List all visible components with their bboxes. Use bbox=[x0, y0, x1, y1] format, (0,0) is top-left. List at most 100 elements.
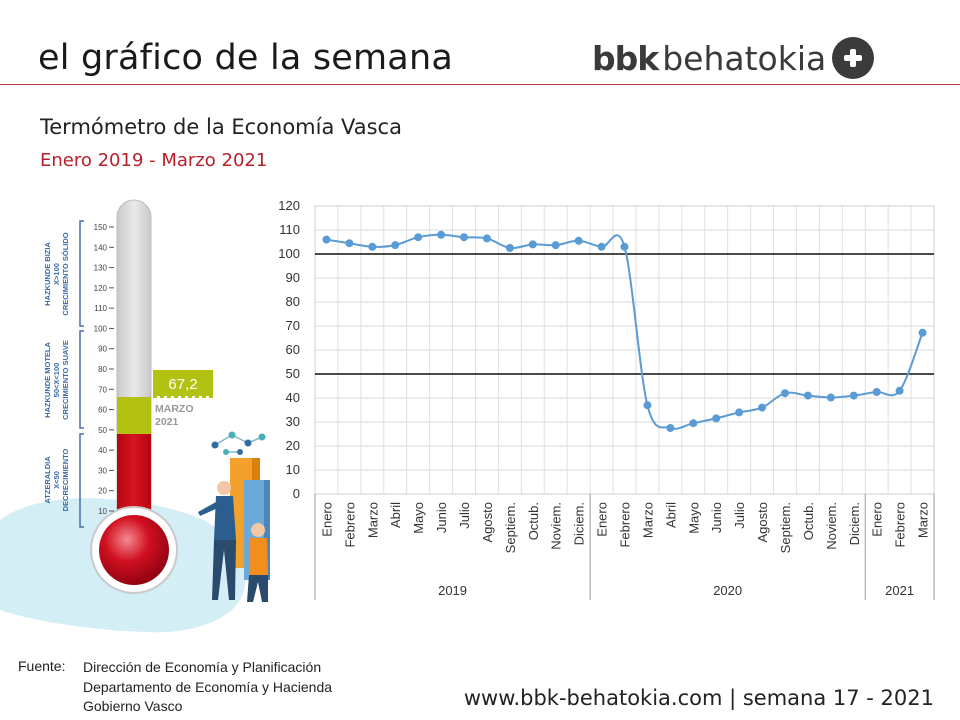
series-points bbox=[322, 230, 927, 432]
data-point bbox=[505, 244, 514, 252]
x-category-label: Enero bbox=[319, 502, 334, 537]
y-tick-label: 110 bbox=[279, 222, 300, 237]
data-point bbox=[666, 424, 675, 432]
people-illustration bbox=[198, 431, 270, 602]
zone-solid-eu: HAZKUNDE BIZIA bbox=[43, 242, 52, 306]
data-point bbox=[345, 239, 354, 248]
y-tick-label: 80 bbox=[286, 294, 300, 309]
plus-icon bbox=[832, 37, 875, 79]
y-tick-label: 120 bbox=[278, 198, 300, 213]
y-tick-label: 60 bbox=[286, 342, 300, 357]
header-divider bbox=[0, 84, 960, 85]
x-category-label: Septiem. bbox=[503, 502, 518, 553]
year-label: 2019 bbox=[438, 583, 467, 598]
x-category-label: Febrero bbox=[618, 502, 633, 548]
scale-label: 40 bbox=[98, 446, 107, 455]
scale-label: 130 bbox=[94, 264, 108, 273]
data-point bbox=[758, 403, 767, 412]
x-category-label: Diciem. bbox=[572, 502, 587, 545]
x-category-label: Marzo bbox=[640, 502, 655, 538]
data-point bbox=[735, 408, 744, 417]
year-label: 2021 bbox=[885, 583, 914, 598]
x-category-label: Octub. bbox=[801, 502, 816, 540]
x-category-label: Agosto bbox=[755, 502, 770, 542]
x-category-label: Marzo bbox=[365, 502, 380, 538]
y-tick-label: 90 bbox=[286, 270, 300, 285]
data-point bbox=[826, 393, 835, 402]
thermometer-illustration: 150 140 130 120 110 100 90 80 70 60 50 40 30 20 10 HAZ… bbox=[0, 199, 270, 633]
data-point bbox=[895, 386, 904, 395]
y-tick-label: 10 bbox=[286, 462, 300, 477]
thermometer-bulb bbox=[99, 515, 169, 585]
y-tick-label: 20 bbox=[286, 438, 300, 453]
scale-label: 110 bbox=[94, 304, 107, 313]
x-category-label: Octub. bbox=[526, 502, 541, 540]
zone-decline-cond: X<50 bbox=[52, 471, 61, 489]
thermometer-scale: 150 140 130 120 110 100 90 80 70 60 50 40 30 20 10 bbox=[94, 223, 114, 516]
x-category-label: Julio bbox=[732, 502, 747, 529]
data-point bbox=[712, 414, 721, 423]
x-category-label: Abril bbox=[388, 502, 403, 528]
chart-period: Enero 2019 - Marzo 2021 bbox=[40, 150, 268, 171]
data-point bbox=[620, 242, 629, 251]
source-line: Departamento de Economía y Hacienda bbox=[83, 678, 333, 695]
data-point bbox=[803, 391, 812, 400]
thermometer-month: MARZO bbox=[155, 403, 194, 415]
economy-line-chart: 0 10 20 30 40 50 60 70 80 90 100 110 120 Enero Febrer… bbox=[278, 198, 935, 600]
data-point bbox=[414, 233, 423, 242]
x-category-label: Junio bbox=[709, 502, 724, 533]
data-point bbox=[780, 389, 789, 398]
zone-soft-eu: HAZKUNDE MOTELA bbox=[43, 342, 52, 418]
scale-label: 30 bbox=[98, 466, 107, 475]
scale-label: 140 bbox=[94, 243, 108, 252]
data-point bbox=[849, 391, 858, 400]
data-point bbox=[391, 241, 400, 250]
value-callout-box bbox=[153, 370, 213, 396]
data-point bbox=[322, 235, 331, 244]
zone-solid-cond: X>100 bbox=[52, 263, 61, 285]
x-category-label: Noviem. bbox=[824, 502, 839, 550]
x-category-label: Febrero bbox=[342, 502, 357, 548]
scale-label: 100 bbox=[94, 324, 108, 333]
source-label: Fuente: bbox=[18, 658, 66, 674]
scale-label: 120 bbox=[94, 284, 108, 293]
data-point bbox=[368, 242, 377, 251]
thermometer-green-fill bbox=[117, 397, 151, 435]
thermometer-year: 2021 bbox=[155, 416, 179, 428]
data-point bbox=[872, 388, 881, 396]
thermometer-value: 67,2 bbox=[168, 376, 197, 393]
y-tick-label: 100 bbox=[278, 246, 300, 261]
y-tick-label: 30 bbox=[286, 414, 300, 429]
x-category-label: Enero bbox=[870, 502, 885, 537]
x-category-label: Diciem. bbox=[847, 502, 862, 545]
y-tick-label: 40 bbox=[286, 390, 300, 405]
x-category-label: Mayo bbox=[411, 502, 426, 534]
series-line bbox=[326, 233, 924, 430]
logo-bold-text: bbk bbox=[592, 38, 659, 78]
scale-label: 20 bbox=[98, 487, 107, 496]
data-point bbox=[528, 240, 537, 249]
x-category-label: Agosto bbox=[480, 502, 495, 542]
zone-soft-es: CRECIMIENTO SUAVE bbox=[61, 340, 70, 420]
source-line: Gobierno Vasco bbox=[83, 698, 183, 714]
scale-label: 70 bbox=[98, 385, 107, 394]
brand-logo: bbk behatokia bbox=[592, 36, 875, 80]
x-category-label: Septiem. bbox=[778, 502, 793, 553]
page-title: el gráfico de la semana bbox=[38, 38, 453, 78]
x-category-label: Febrero bbox=[893, 502, 908, 548]
x-category-label: Noviem. bbox=[549, 502, 564, 550]
y-tick-label: 0 bbox=[293, 486, 300, 501]
reference-lines bbox=[315, 253, 934, 375]
y-axis-ticks: 0 10 20 30 40 50 60 70 80 90 100 110 120 bbox=[278, 198, 300, 501]
source-lines: Dirección de Economía y Planificación De… bbox=[83, 658, 332, 717]
plot-frame bbox=[314, 205, 935, 495]
data-point bbox=[551, 241, 560, 250]
data-point bbox=[574, 236, 583, 245]
scale-label: 50 bbox=[98, 426, 107, 435]
zone-decline-eu: ATZERALDIA bbox=[43, 456, 52, 504]
data-point bbox=[597, 242, 606, 251]
source-line: Dirección de Economía y Planificación bbox=[83, 659, 322, 675]
x-category-label: Junio bbox=[434, 502, 449, 533]
x-category-label: Abril bbox=[663, 502, 678, 528]
scale-label: 10 bbox=[98, 507, 107, 516]
